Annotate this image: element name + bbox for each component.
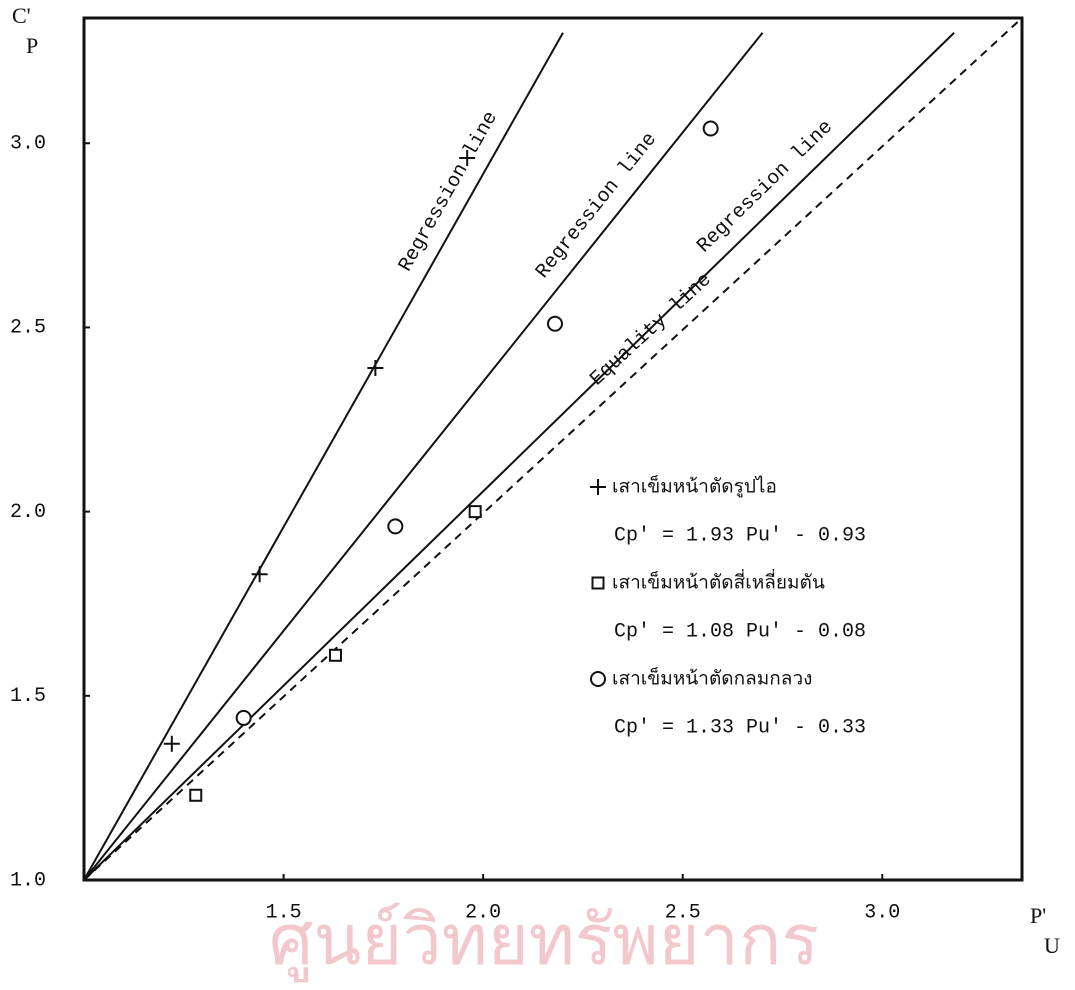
equality-line (83, 17, 1023, 881)
x-tick-label: 2.5 (665, 901, 701, 924)
data-point (235, 709, 252, 726)
y-tick-label: 1.0 (10, 869, 46, 892)
y-tick-label: 1.5 (10, 685, 46, 708)
y-tick-label: 2.0 (10, 501, 46, 524)
data-point (546, 315, 563, 332)
y-tick-label: 3.0 (10, 133, 46, 156)
x-axis-label: P' (1030, 903, 1046, 928)
legend-label: เสาเข็มหน้าตัดสี่เหลี่ยมตัน (612, 569, 825, 594)
legend-equation: Cp' = 1.33 Pu' - 0.33 (614, 716, 866, 739)
data-point (702, 120, 719, 137)
legend-equation: Cp' = 1.93 Pu' - 0.93 (614, 524, 866, 547)
x-tick-label: 1.5 (266, 901, 302, 924)
data-point (387, 518, 404, 535)
regression-line (83, 32, 955, 881)
data-point (468, 505, 482, 519)
x-tick-label: 2.0 (465, 901, 501, 924)
data-point (163, 735, 180, 752)
legend-marker (590, 479, 606, 495)
x-axis-label-sub: U (1044, 933, 1060, 958)
regression-line (83, 32, 764, 881)
data-point (459, 149, 476, 166)
y-axis-label-sub: P (26, 33, 38, 58)
watermark: ศูนย์วิทยทรัพยากร (269, 899, 819, 983)
data-point (251, 566, 268, 583)
legend-marker (590, 671, 606, 687)
legend-marker (591, 576, 605, 590)
legend-equation: Cp' = 1.08 Pu' - 0.08 (614, 620, 866, 643)
x-tick-label: 3.0 (864, 901, 900, 924)
legend-label: เสาเข็มหน้าตัดกลมกลวง (612, 666, 812, 690)
line-label: Regression line (394, 108, 503, 276)
line-label: Regression line (531, 128, 661, 283)
plot-frame (82, 16, 1024, 882)
y-axis-label: C' (12, 3, 31, 28)
line-label: Regression line (693, 116, 838, 258)
data-point (328, 648, 342, 662)
data-point (367, 359, 384, 376)
regression-line (83, 32, 564, 881)
legend-label: เสาเข็มหน้าตัดรูปไอ (612, 474, 777, 498)
data-point (189, 788, 203, 802)
y-tick-label: 2.5 (10, 317, 46, 340)
